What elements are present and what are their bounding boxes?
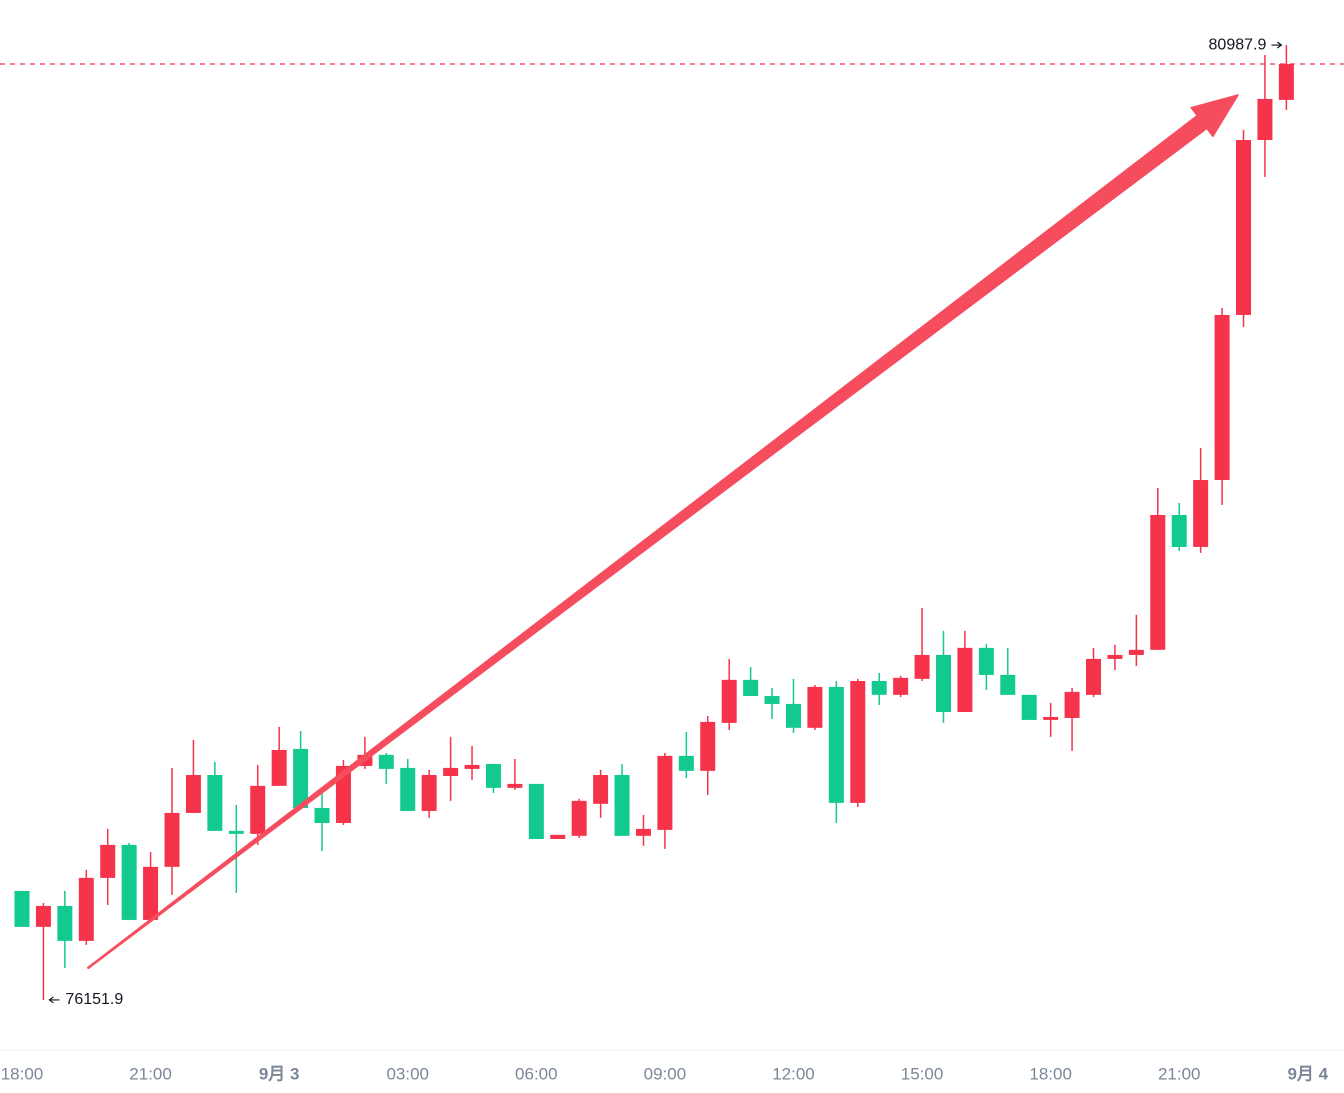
candle-body xyxy=(1150,514,1166,650)
x-tick-label: 21:00 xyxy=(1158,1064,1201,1083)
candle-body xyxy=(507,783,523,788)
candle-body xyxy=(1021,694,1037,720)
candle-body xyxy=(271,749,287,786)
candle-body xyxy=(164,812,180,867)
x-tick-label: 15:00 xyxy=(901,1064,944,1083)
candle-body xyxy=(485,763,501,788)
candle-body xyxy=(614,775,630,836)
candle-body xyxy=(850,681,866,803)
candle-body xyxy=(378,754,394,769)
candle-body xyxy=(1236,139,1252,315)
candle-body xyxy=(893,677,909,695)
candle-body xyxy=(14,890,30,927)
candle-body xyxy=(185,775,201,813)
candle-body xyxy=(1000,674,1016,695)
candle-body xyxy=(743,679,759,697)
candle-body xyxy=(957,647,973,713)
plot xyxy=(0,45,1344,1000)
x-tick-label: 18:00 xyxy=(1,1064,44,1083)
candle-body xyxy=(121,844,137,920)
candle-body xyxy=(1193,480,1209,547)
min-arrow xyxy=(48,996,60,1004)
candle-body xyxy=(1278,63,1294,100)
candle-body xyxy=(828,686,844,803)
x-tick-label: 09:00 xyxy=(644,1064,687,1083)
x-tick-label: 06:00 xyxy=(515,1064,558,1083)
x-tick-label: 18:00 xyxy=(1029,1064,1072,1083)
candle-body xyxy=(293,748,309,808)
candle-body xyxy=(571,800,587,836)
candle-body xyxy=(657,755,673,830)
candle-body xyxy=(250,785,266,834)
candle-body xyxy=(1043,716,1059,720)
candle-body xyxy=(57,905,73,941)
candle-body xyxy=(785,703,801,728)
candle-body xyxy=(764,696,780,704)
min-label: 76151.9 xyxy=(65,991,123,1008)
candle-body xyxy=(1171,514,1187,547)
trend-arrow xyxy=(86,94,1239,970)
max-label: 80987.9 xyxy=(1209,36,1267,53)
candle-body xyxy=(1214,314,1230,481)
candle-body xyxy=(807,686,823,728)
candle-body xyxy=(1064,691,1080,718)
candle-body xyxy=(143,866,159,920)
candle-body xyxy=(464,764,480,769)
candle-body xyxy=(100,844,116,878)
candle-body xyxy=(207,775,223,831)
candle-body xyxy=(935,654,951,713)
x-tick-label: 9月 3 xyxy=(259,1064,300,1083)
candle-body xyxy=(635,828,651,836)
candle-body xyxy=(721,679,737,723)
candle-body xyxy=(78,877,94,941)
candle-body xyxy=(700,721,716,771)
candle-body xyxy=(400,767,416,811)
candle-body xyxy=(678,755,694,771)
x-tick-label: 12:00 xyxy=(772,1064,815,1083)
candle-body xyxy=(1128,649,1144,655)
candle-body xyxy=(914,654,930,679)
candle-body xyxy=(528,783,544,839)
x-tick-label: 21:00 xyxy=(129,1064,172,1083)
x-tick-label: 03:00 xyxy=(386,1064,429,1083)
candle-body xyxy=(550,834,566,839)
candle-body xyxy=(314,807,330,823)
candle-body xyxy=(1257,98,1273,140)
candle-body xyxy=(978,647,994,675)
candle-body xyxy=(35,905,51,927)
x-tick-label: 9月 4 xyxy=(1287,1064,1328,1083)
candle-body xyxy=(871,681,887,695)
candle-body xyxy=(421,775,437,811)
candle-body xyxy=(443,767,459,777)
max-arrow xyxy=(1271,41,1283,49)
candle-body xyxy=(1086,658,1101,695)
candle-body xyxy=(593,775,609,804)
candle-body xyxy=(228,830,244,834)
candle-body xyxy=(1107,654,1123,659)
